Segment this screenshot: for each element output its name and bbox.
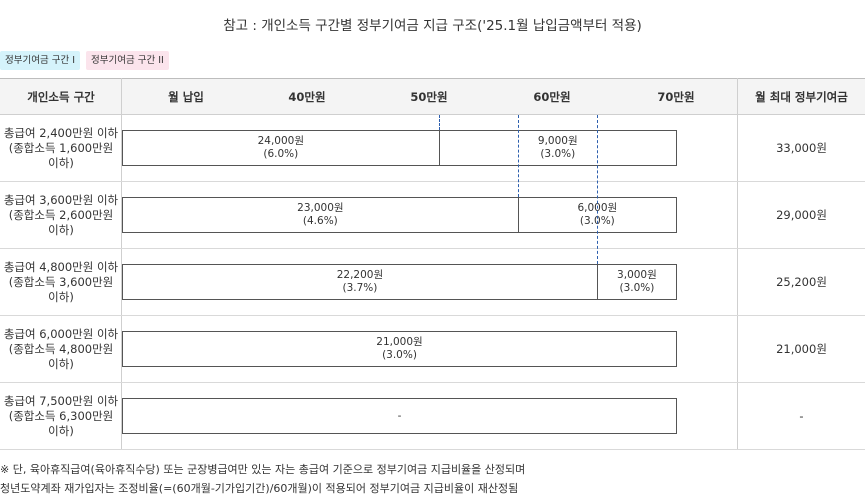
income-band-line: (종합소득 6,300만원 [8,408,114,423]
header-tick-50: 50만원 [410,90,448,104]
bar-segment-section1: 21,000원 (3.0%) [122,331,677,367]
segment-rate: (3.0%) [540,148,576,160]
income-band-line: (종합소득 1,600만원 [8,140,114,155]
table-row: 총급여 7,500만원 이하 (종합소득 6,300만원 이하) - - [0,383,865,450]
income-band-label: 총급여 2,400만원 이하 (종합소득 1,600만원 이하) [0,115,122,181]
segment-rate: (3.0%) [382,349,417,361]
max-contribution-value: - [799,409,804,423]
income-band-line: 이하) [48,222,74,237]
table-row: 총급여 2,400만원 이하 (종합소득 1,600만원 이하) 24,000원 (6.… [0,115,865,182]
income-band-line: (종합소득 4,800만원 [8,341,114,356]
max-contribution-value: 25,200원 [776,275,827,289]
header-tick-40: 40만원 [288,90,326,104]
max-contribution-value: 21,000원 [776,342,827,356]
segment-rate: (3.7%) [342,282,378,294]
income-band-line: 이하) [48,423,74,438]
income-band-line: 총급여 6,000만원 이하 [3,326,119,341]
bar-segment-section1: 24,000원 (6.0%) [122,130,440,166]
segment-amount: 24,000원 [257,135,304,147]
segment-rate: (3.0%) [619,282,655,294]
footnote-2: 청년도약계좌 재가입자는 조정비율(=(60개월-기가입기간)/60개월)이 적… [0,482,519,495]
income-band-line: 총급여 2,400만원 이하 [3,125,119,140]
income-band-line: 이하) [48,289,74,304]
income-band-line: (종합소득 2,600만원 [8,207,114,222]
bar-segment-section1: 23,000원 (4.6%) [122,197,519,233]
table-row: 총급여 3,600만원 이하 (종합소득 2,600만원 이하) 23,000원 (4.… [0,182,865,249]
bar-segment-section2: 3,000원 (3.0%) [596,264,677,300]
table-row: 총급여 6,000만원 이하 (종합소득 4,800만원 이하) 21,000원 (3.… [0,316,865,383]
footnotes: ※ 단, 육아휴직급여(육아휴직수당) 또는 군장병급여만 있는 자는 총급여 … [0,460,865,498]
income-band-label: 총급여 4,800만원 이하 (종합소득 3,600만원 이하) [0,249,122,315]
header-income-band: 개인소득 구간 [27,90,95,104]
segment-rate: (4.6%) [302,215,338,227]
income-band-label: 총급여 3,600만원 이하 (종합소득 2,600만원 이하) [0,182,122,248]
income-band-line: (종합소득 3,600만원 [8,274,114,289]
income-band-line: 총급여 3,600만원 이하 [3,192,119,207]
income-band-label: 총급여 6,000만원 이하 (종합소득 4,800만원 이하) [0,316,122,382]
bar-segment-section2: 9,000원 (3.0%) [438,130,677,166]
income-band-line: 총급여 4,800만원 이하 [3,259,119,274]
segment-amount: 23,000원 [297,202,344,214]
max-contribution-value: 29,000원 [776,208,827,222]
bar-segment-section1: 22,200원 (3.7%) [122,264,598,300]
tick-guide-line [596,115,598,264]
segment-amount: 22,200원 [336,269,384,281]
header-tick-70: 70만원 [657,90,695,104]
bar-segment-none: - [122,398,677,434]
income-band-line: 이하) [48,356,74,371]
segment-amount: 3,000원 [617,269,657,281]
legend: 정부기여금 구간 I 정부기여금 구간 II [0,51,169,70]
income-band-line: 이하) [48,155,74,170]
income-band-line: 총급여 7,500만원 이하 [3,393,119,408]
max-contribution-value: 33,000원 [776,141,827,155]
legend-section2: 정부기여금 구간 II [86,51,169,70]
table-header: 개인소득 구간 월 납입 40만원 50만원 60만원 70만원 월 최대 정부… [0,78,865,115]
tick-guide-line [438,115,440,130]
segment-amount: - [397,409,402,422]
segment-amount: 21,000원 [376,336,423,348]
segment-rate: (6.0%) [263,148,299,160]
legend-section1: 정부기여금 구간 I [0,51,81,70]
header-monthly-payment: 월 납입 [168,90,204,104]
segment-amount: 9,000원 [537,135,578,147]
footnote-1: ※ 단, 육아휴직급여(육아휴직수당) 또는 군장병급여만 있는 자는 총급여 … [0,463,526,476]
contribution-table: 개인소득 구간 월 납입 40만원 50만원 60만원 70만원 월 최대 정부… [0,78,865,450]
header-tick-60: 60만원 [533,90,571,104]
header-max-contribution: 월 최대 정부기여금 [755,90,848,104]
page-title: 참고 : 개인소득 구간별 정부기여금 지급 구조('25.1월 납입금액부터 … [223,18,642,34]
column-divider-right [737,78,738,450]
column-divider-left [121,78,122,450]
income-band-label: 총급여 7,500만원 이하 (종합소득 6,300만원 이하) [0,383,122,449]
table-row: 총급여 4,800만원 이하 (종합소득 3,600만원 이하) 22,200원 (3.… [0,249,865,316]
tick-guide-line [517,115,519,197]
